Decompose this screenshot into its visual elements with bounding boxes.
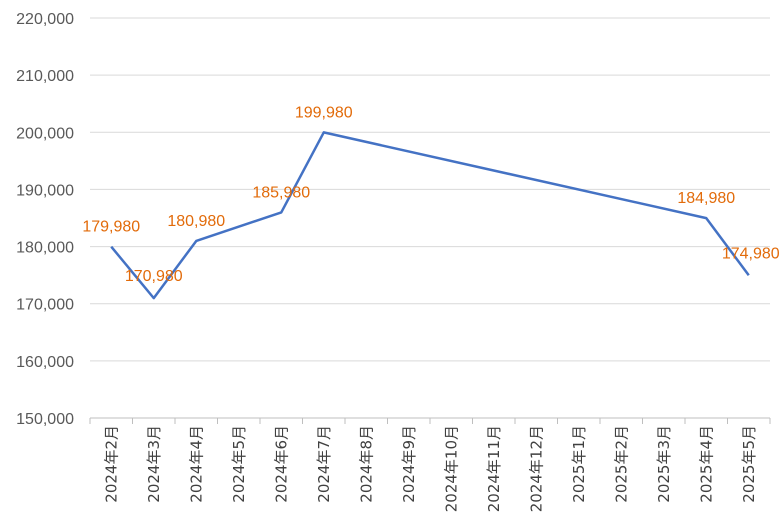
y-tick-label: 190,000 (16, 182, 74, 199)
x-tick-label: 2024年9月 (400, 425, 418, 503)
x-tick-label: 2024年6月 (272, 425, 290, 503)
data-label: 179,980 (82, 219, 140, 236)
data-label: 174,980 (722, 245, 780, 262)
x-tick-label: 2024年4月 (187, 425, 205, 503)
y-tick-label: 220,000 (16, 11, 74, 28)
x-tick-label: 2024年3月 (145, 425, 163, 503)
data-label: 184,980 (677, 190, 735, 207)
y-tick-label: 180,000 (16, 240, 74, 257)
x-axis: 2024年2月 2024年3月 2024年4月 2024年5月 2024年6月 2024年… (89, 417, 771, 512)
y-tick-label: 200,000 (16, 125, 74, 142)
x-tick-label: 2024年2月 (102, 425, 120, 503)
x-tick-label: 2025年3月 (655, 425, 673, 503)
x-tick-label: 2025年4月 (697, 425, 715, 503)
x-tick-label: 2024年10月 (442, 425, 460, 512)
x-tick-label: 2025年5月 (740, 425, 758, 503)
y-tick-label: 210,000 (16, 68, 74, 85)
data-label: 170,980 (125, 268, 183, 285)
data-label: 199,980 (295, 104, 353, 121)
x-tick-label: 2024年5月 (230, 425, 248, 503)
x-tick-label: 2024年12月 (527, 425, 545, 512)
y-tick-label: 160,000 (16, 354, 74, 371)
series-layer (110, 131, 750, 300)
gridlines (90, 17, 770, 362)
data-labels: 179,980 170,980 180,980 185,980 199,980 184,9… (82, 104, 779, 285)
x-tick-label: 2025年2月 (612, 425, 630, 503)
x-tick-label: 2024年7月 (315, 425, 333, 503)
y-tick-label: 170,000 (16, 297, 74, 314)
x-tick-label: 2024年8月 (357, 425, 375, 503)
data-label: 185,980 (252, 184, 310, 201)
y-tick-label: 150,000 (16, 411, 74, 428)
x-tick-label: 2024年11月 (485, 425, 503, 512)
data-label: 180,980 (167, 213, 225, 230)
y-axis: 150,000 160,000 170,000 180,000 190,000 200,0… (16, 11, 74, 428)
x-tick-label: 2025年1月 (570, 425, 588, 503)
